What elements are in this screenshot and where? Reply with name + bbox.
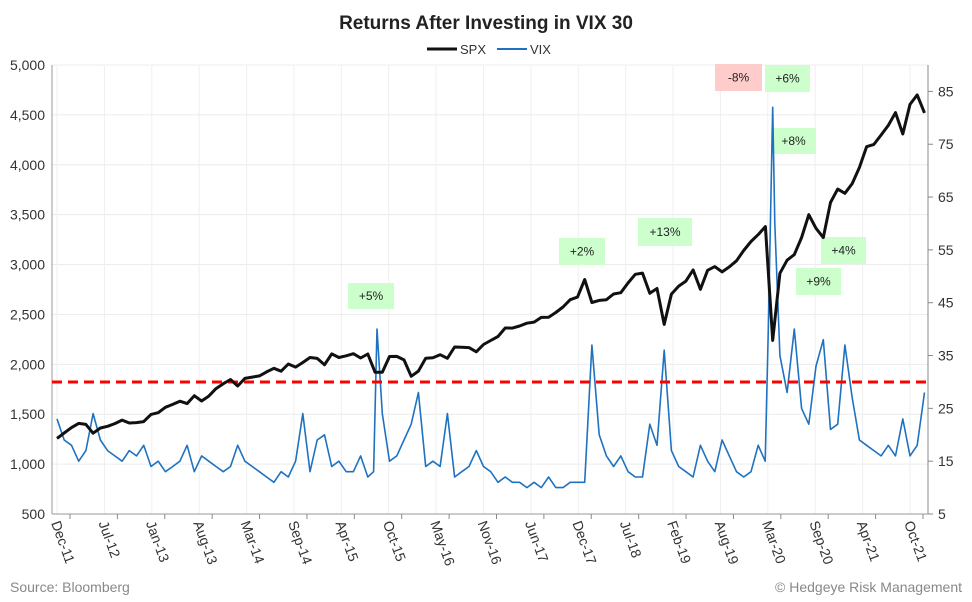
right-tick-label: 85 <box>938 83 954 99</box>
legend: SPX VIX <box>427 42 551 57</box>
annotation-label: +4% <box>831 244 856 258</box>
series-lines <box>52 93 928 489</box>
left-tick-label: 2,500 <box>10 306 45 322</box>
left-tick-label: 2,000 <box>10 356 45 372</box>
right-tick-label: 45 <box>938 295 954 311</box>
annotation-label: +13% <box>649 225 680 239</box>
annotation-box <box>771 128 816 154</box>
x-tick-label: Jan-13 <box>143 519 173 565</box>
spx-line <box>56 93 926 440</box>
x-tick-label: Mar-14 <box>238 519 268 566</box>
right-tick-label: 25 <box>938 400 954 416</box>
annotation-label: +6% <box>775 72 800 86</box>
left-tick-label: 1,500 <box>10 406 45 422</box>
x-tick-label: Jun-17 <box>522 519 552 565</box>
x-tick-label: Mar-20 <box>759 519 789 566</box>
credit-note: © Hedgeye Risk Management <box>775 579 962 595</box>
x-tick-label: Sep-14 <box>285 519 316 567</box>
source-note: Source: Bloomberg <box>10 579 130 595</box>
x-tick-label: Dec-11 <box>48 519 78 566</box>
x-tick-label: Jul-18 <box>617 519 645 561</box>
x-tick-label: Aug-19 <box>712 519 743 567</box>
left-tick-label: 4,000 <box>10 157 45 173</box>
right-tick-label: 75 <box>938 136 954 152</box>
annotation-box <box>765 65 810 92</box>
legend-label-spx: SPX <box>460 42 486 57</box>
grid <box>52 64 928 515</box>
left-tick-label: 4,500 <box>10 107 45 123</box>
x-tick-label: Jul-12 <box>96 519 124 561</box>
legend-label-vix: VIX <box>530 42 551 57</box>
annotation-label: -8% <box>728 71 750 85</box>
right-tick-label: 15 <box>938 453 954 469</box>
x-tick-label: Apr-15 <box>333 519 362 564</box>
left-tick-label: 500 <box>22 506 46 522</box>
x-tick-label: Oct-15 <box>380 519 409 564</box>
x-tick-label: Feb-19 <box>664 519 694 566</box>
right-tick-label: 35 <box>938 348 954 364</box>
annotation-box <box>796 268 841 295</box>
left-tick-label: 3,500 <box>10 207 45 223</box>
annotation-label: +9% <box>806 275 831 289</box>
chart-title: Returns After Investing in VIX 30 <box>339 13 633 34</box>
x-tick-label: Sep-20 <box>806 519 837 567</box>
left-tick-label: 1,000 <box>10 456 45 472</box>
annotation-box <box>821 237 866 264</box>
annotation-label: +5% <box>359 289 384 303</box>
x-tick-label: Aug-13 <box>190 519 221 567</box>
x-tick-label: Nov-16 <box>475 519 506 567</box>
annotation-box <box>715 64 762 91</box>
right-tick-label: 55 <box>938 242 954 258</box>
x-tick-label: Oct-21 <box>901 519 930 564</box>
right-tick-label: 5 <box>938 506 946 522</box>
left-tick-label: 5,000 <box>10 57 45 73</box>
annotations: +5% +2% +13% -8% +6% +8% +4% +9% <box>348 64 866 309</box>
left-tick-label: 3,000 <box>10 257 45 273</box>
x-tick-label: Dec-17 <box>569 519 600 567</box>
right-tick-label: 65 <box>938 189 954 205</box>
annotation-label: +2% <box>570 245 595 259</box>
annotation-box <box>559 238 605 265</box>
annotation-box <box>348 283 394 309</box>
annotation-label: +8% <box>781 134 806 148</box>
annotation-box <box>638 218 692 246</box>
x-tick-label: Apr-21 <box>854 519 883 564</box>
x-tick-label: May-16 <box>427 519 458 569</box>
